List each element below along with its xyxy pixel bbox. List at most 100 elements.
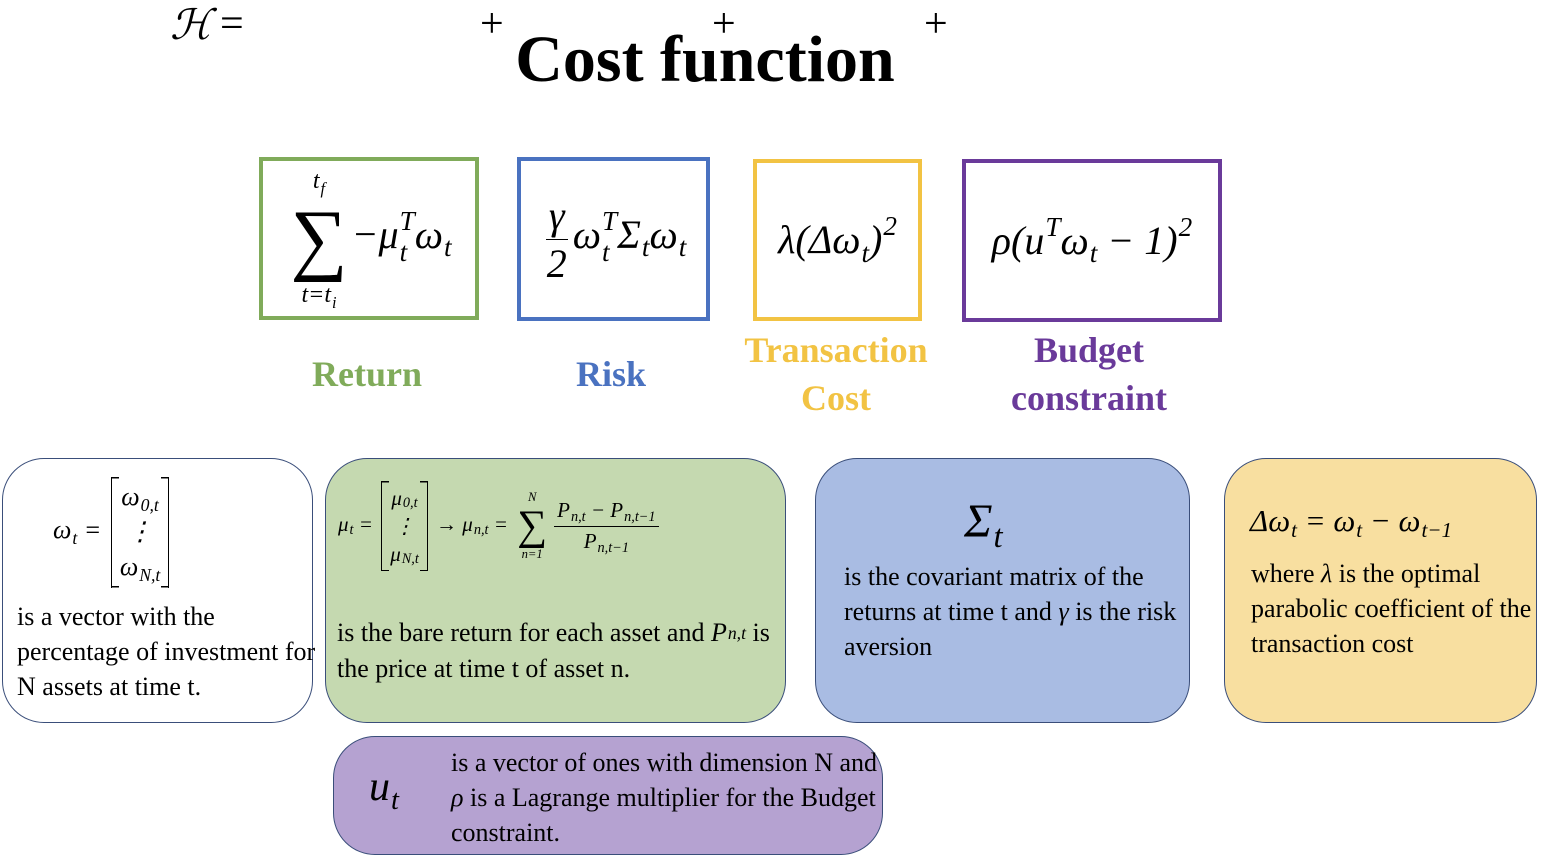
equals: = <box>220 1 244 47</box>
script-stack: 0,t <box>403 483 418 513</box>
math-script: ρ <box>451 780 463 815</box>
math-group: ⋮ <box>394 513 415 539</box>
card-text: where λ is the optimal parabolic coeffic… <box>1251 556 1536 661</box>
math-text: t <box>993 518 1003 555</box>
math-text: ω <box>832 217 861 263</box>
card-text: is a vector with the percentage of inves… <box>17 599 317 704</box>
math-text: t <box>1089 238 1098 269</box>
script-stack: t <box>391 757 399 817</box>
math-text: is the optimal parabolic coefficient of … <box>1251 559 1532 658</box>
math-text: ω <box>53 515 72 545</box>
term-label: Transaction Cost <box>744 330 928 418</box>
math-text: is a vector with the percentage of inves… <box>17 602 316 701</box>
card: u t is a vector of ones with dimension N a… <box>333 736 883 855</box>
math-text: t <box>1291 518 1297 543</box>
math-text: T <box>399 205 415 236</box>
spacer <box>332 279 337 293</box>
big-operator: t f ∑ t= t i <box>290 164 347 313</box>
math-text: = <box>1296 503 1334 539</box>
math-text: ω <box>1333 503 1356 539</box>
math-text: P <box>710 618 727 648</box>
math-text: ∑ <box>517 503 548 550</box>
math-script: μ 0,t <box>391 483 417 513</box>
math-text: t−1 <box>1421 518 1453 543</box>
spacer <box>139 549 160 564</box>
over: N <box>528 490 536 505</box>
math-text: P <box>610 498 624 523</box>
math-text: μ <box>391 485 402 510</box>
script-stack: t <box>444 206 452 263</box>
spacer <box>444 206 452 232</box>
big-operator: N ∑ n=1 <box>517 490 547 562</box>
spacer <box>1045 243 1060 269</box>
math-text: Σ <box>964 494 993 548</box>
script-stack: t <box>72 512 77 549</box>
math-text: ω <box>121 482 140 512</box>
plus: + <box>480 1 504 47</box>
plus: + <box>712 1 736 47</box>
math-text: n,t−1 <box>597 539 629 556</box>
script-stack: n,t <box>474 509 489 539</box>
script-stack: 2 <box>883 211 897 268</box>
math-text: 0,t <box>402 495 418 512</box>
math-script: ) 2 <box>869 211 897 268</box>
math-text: is the covariant matrix of the returns a… <box>844 562 1144 626</box>
math-text: μ <box>390 542 401 567</box>
math-text: t <box>324 282 331 309</box>
math-script: ω N,t <box>120 549 160 586</box>
math-script: μ n,t <box>462 509 488 539</box>
term-label: Return <box>312 354 422 394</box>
math-text: ⋮ <box>127 517 154 547</box>
math-text: N <box>527 490 537 505</box>
math-text: t <box>678 232 687 263</box>
math-text: μ <box>462 511 473 536</box>
math-text: ⋮ <box>393 513 415 538</box>
math-text: u <box>1024 217 1045 263</box>
math-text: 2 <box>1178 211 1193 242</box>
spacer <box>474 509 489 522</box>
math-text: Σ <box>617 212 641 258</box>
card-text: is the covariant matrix of the returns a… <box>844 559 1189 664</box>
script-stack: t <box>994 487 1003 556</box>
math-text: − 1 <box>1097 217 1165 263</box>
math-text: t <box>312 167 320 194</box>
math-text: ω <box>1060 217 1089 263</box>
math-script: λ <box>1321 556 1332 591</box>
math-group: λ(Δ ω t) 2 <box>778 211 897 268</box>
script-stack: t <box>642 206 650 263</box>
math-text: T <box>1045 211 1061 242</box>
math-text: ) <box>1164 217 1178 263</box>
spacer <box>571 496 586 509</box>
math-group: μ 0,t <box>391 483 417 513</box>
spacer <box>861 211 869 237</box>
math-text: ω <box>649 212 678 258</box>
script-stack: n,t−1 <box>624 496 655 526</box>
math-text: ) <box>869 217 883 263</box>
script-stack: t <box>350 509 354 539</box>
spacer <box>141 479 159 494</box>
math-text: f <box>320 178 326 198</box>
spacer <box>994 487 1003 519</box>
spacer <box>391 757 399 785</box>
script-stack: n,t−1 <box>598 527 629 557</box>
spacer <box>321 164 326 178</box>
math-text: is the bare return for each asset and <box>337 618 711 648</box>
